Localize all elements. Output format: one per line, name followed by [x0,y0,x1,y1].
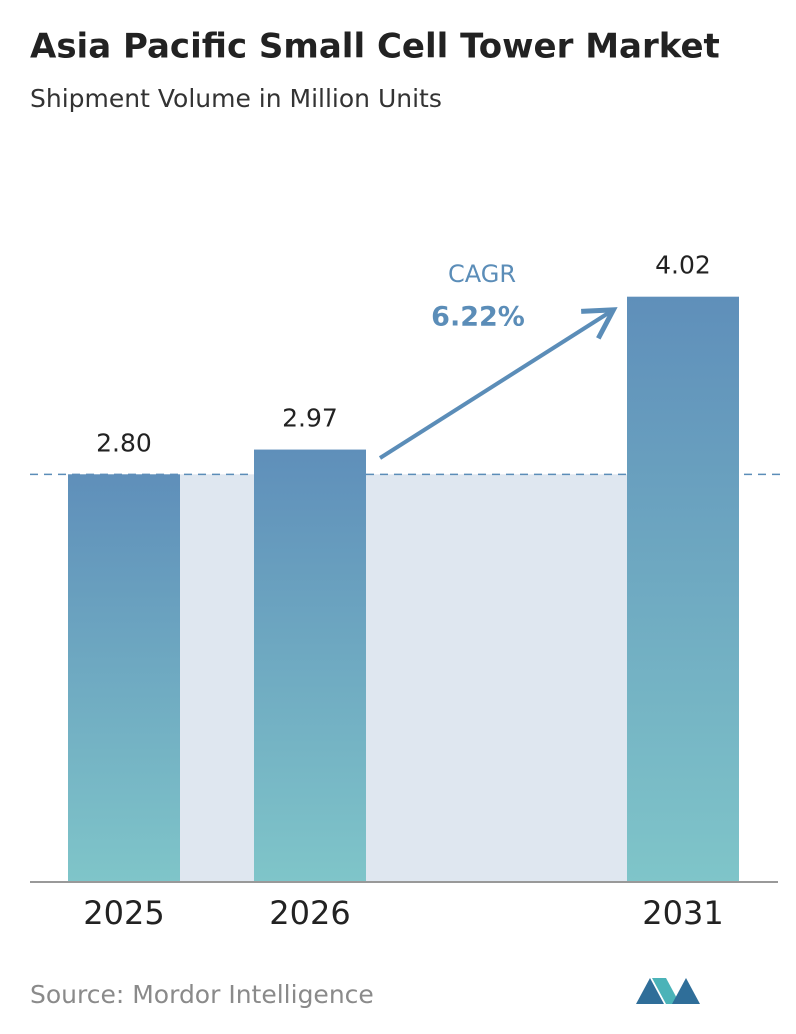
chart-subtitle: Shipment Volume in Million Units [30,84,442,113]
value-label: 2.97 [282,404,338,433]
cagr-arrow [378,307,618,460]
x-tick-label: 2031 [642,894,723,932]
value-label: 4.02 [655,251,711,280]
chart-title: Asia Pacific Small Cell Tower Market [30,27,720,67]
value-label: 2.80 [96,428,152,457]
bar [68,474,180,882]
x-tick-label: 2025 [83,894,164,932]
bar [627,296,739,882]
logo [636,978,700,1004]
source: Source: Mordor Intelligence [30,980,374,1009]
cagr-value: 6.22% [431,302,525,333]
bar [254,449,366,882]
cagr-label: CAGR [448,260,516,288]
x-tick-label: 2026 [269,894,350,932]
